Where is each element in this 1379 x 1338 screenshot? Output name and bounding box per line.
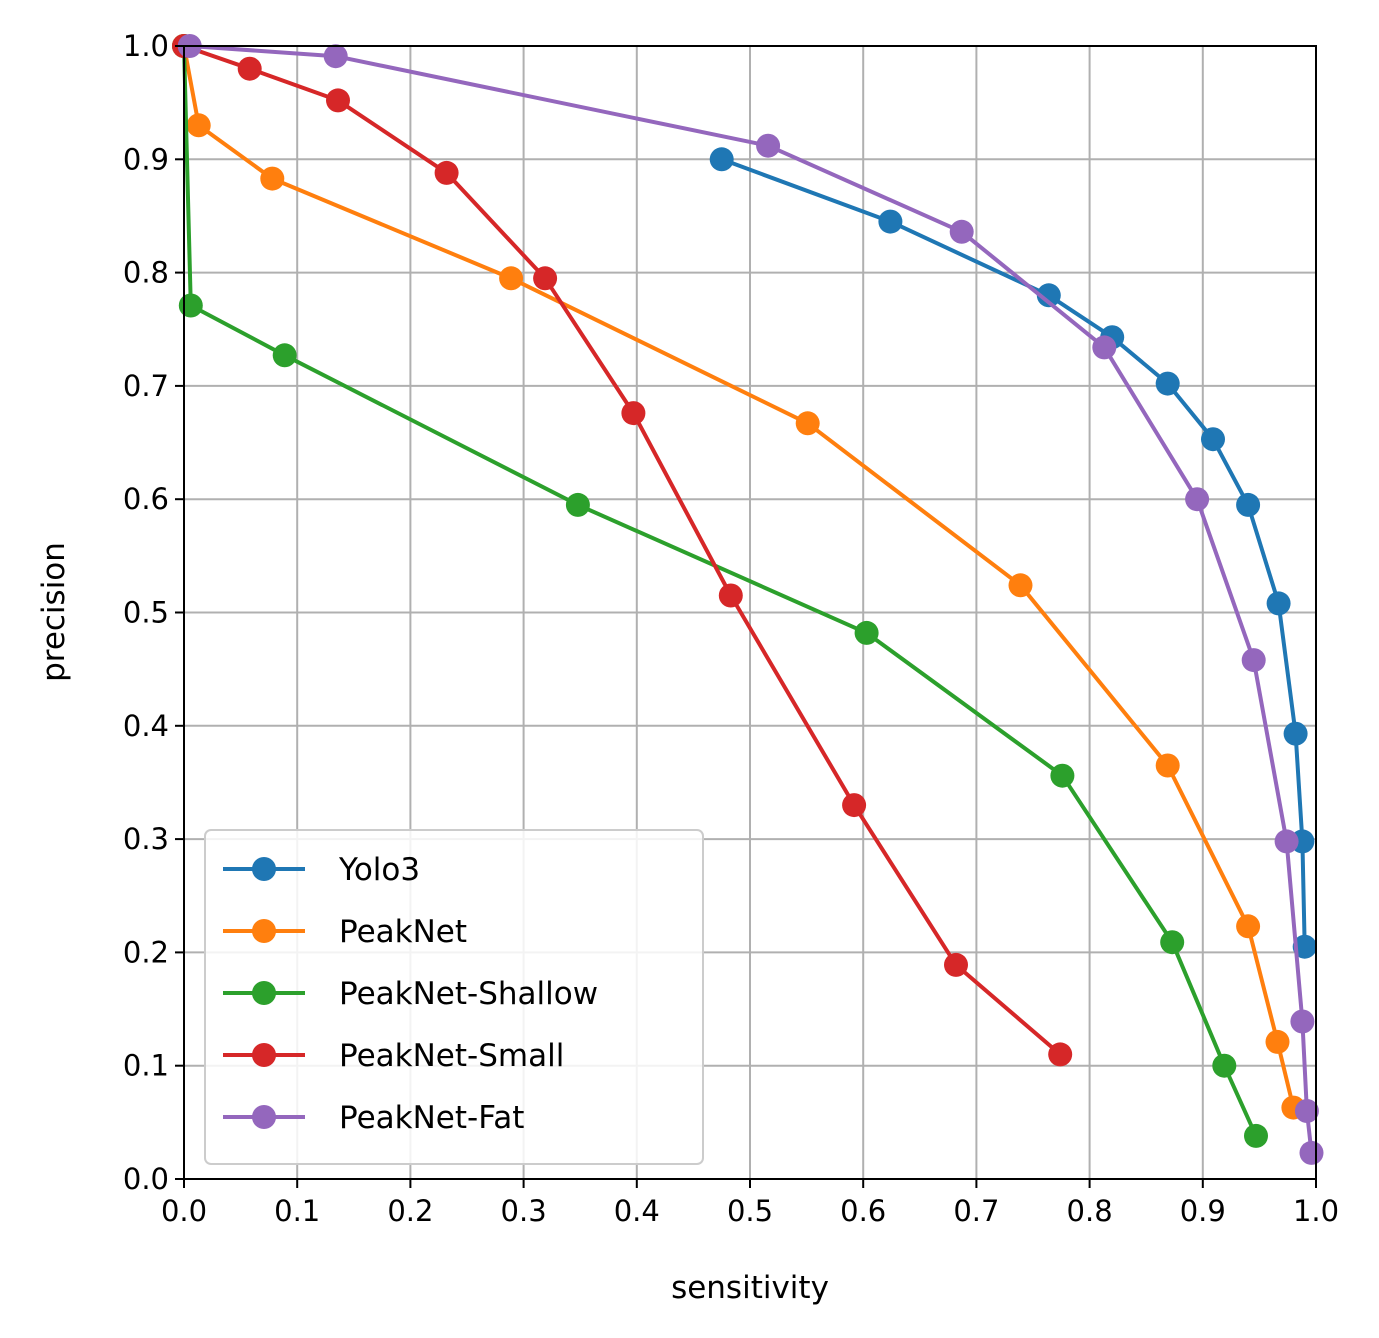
legend-entry-peaknet: PeakNet [223, 914, 467, 950]
data-point-peaknet-fat [1092, 335, 1117, 360]
data-point-peaknet-small [842, 793, 867, 818]
data-point-peaknet-shallow [178, 293, 203, 318]
x-tick-label: 0.4 [614, 1194, 660, 1228]
legend-marker [252, 981, 276, 1005]
data-point-peaknet-small [1048, 1042, 1073, 1067]
data-point-peaknet-fat [1299, 1140, 1324, 1165]
x-tick-label: 0.6 [840, 1194, 886, 1228]
y-tick-label: 0.5 [123, 596, 169, 630]
ticks: 0.0 0.1 0.2 0.3 0.4 0.5 0.6 0.7 0.8 0.9 1.0 0.0 0.1 0… [123, 29, 1339, 1228]
y-tick-label: 0.1 [123, 1049, 169, 1083]
legend-label: PeakNet-Fat [339, 1100, 524, 1136]
x-tick-label: 0.7 [953, 1194, 999, 1228]
legend-marker [252, 1043, 276, 1067]
data-point-peaknet-shallow [854, 620, 879, 645]
legend-entry-peaknet-fat: PeakNet-Fat [223, 1100, 524, 1136]
data-point-peaknet-fat [323, 44, 348, 69]
x-tick-label: 0.9 [1180, 1194, 1226, 1228]
y-tick-label: 0.4 [123, 709, 169, 743]
data-point-yolo3 [1036, 283, 1061, 308]
data-point-peaknet-shallow [272, 343, 297, 368]
data-point-peaknet [795, 411, 820, 436]
data-point-yolo3 [709, 147, 734, 172]
data-point-peaknet-small [434, 160, 459, 185]
data-point-peaknet-shallow [1160, 930, 1185, 955]
series-peaknet-fat [177, 34, 1324, 1165]
legend-label: PeakNet-Small [339, 1038, 564, 1074]
y-tick-label: 0.3 [123, 822, 169, 856]
legend-marker [252, 857, 276, 881]
x-tick-label: 0.2 [387, 1194, 433, 1228]
data-point-peaknet-small [533, 266, 558, 291]
legend-marker [252, 919, 276, 943]
y-tick-label: 0.0 [123, 1162, 169, 1196]
data-point-yolo3 [878, 209, 903, 234]
data-point-peaknet-shallow [1212, 1053, 1237, 1078]
data-point-peaknet [1236, 914, 1261, 939]
data-point-peaknet [499, 266, 524, 291]
data-point-peaknet-fat [949, 219, 974, 244]
series-line-peaknet-small [183, 44, 1062, 1056]
y-tick-label: 1.0 [123, 29, 169, 63]
x-axis-label: sensitivity [671, 1270, 829, 1306]
legend-box [204, 829, 704, 1165]
x-tick-label: 0.5 [727, 1194, 773, 1228]
x-tick-label: 0.0 [161, 1194, 207, 1228]
legend: Yolo3 PeakNet PeakNet-Shallow PeakNet-Small… [204, 829, 704, 1165]
data-point-peaknet-shallow [1050, 763, 1075, 788]
series-yolo3 [709, 147, 1317, 959]
legend-label: PeakNet-Shallow [339, 976, 598, 1012]
data-point-peaknet-small [326, 88, 350, 113]
data-point-peaknet-small [237, 56, 262, 81]
data-point-peaknet-shallow [565, 492, 590, 517]
data-point-yolo3 [1266, 591, 1291, 616]
y-tick-label: 0.8 [123, 256, 169, 290]
y-tick-label: 0.6 [123, 482, 169, 516]
legend-entry-peaknet-small: PeakNet-Small [223, 1038, 564, 1074]
y-tick-label: 0.9 [123, 142, 169, 176]
data-point-yolo3 [1292, 934, 1317, 959]
data-point-yolo3 [1283, 721, 1308, 746]
legend-entry-peaknet-shallow: PeakNet-Shallow [223, 976, 598, 1012]
data-point-peaknet [1155, 753, 1180, 778]
legend-label: Yolo3 [338, 852, 420, 888]
y-axis-label: precision [36, 542, 72, 682]
data-point-peaknet [1265, 1029, 1290, 1054]
data-point-peaknet-small [718, 583, 743, 608]
y-tick-label: 0.2 [123, 935, 169, 969]
legend-marker [252, 1105, 276, 1129]
series-layer [172, 34, 1324, 1165]
y-tick-label: 0.7 [123, 369, 169, 403]
legend-entry-yolo3: Yolo3 [223, 852, 420, 888]
data-point-peaknet-fat [1290, 1009, 1315, 1034]
data-point-peaknet-fat [1185, 487, 1210, 512]
data-point-peaknet-fat [1294, 1099, 1319, 1123]
legend-label: PeakNet [339, 914, 467, 950]
data-point-yolo3 [1201, 427, 1225, 452]
data-point-yolo3 [1236, 492, 1261, 517]
data-point-peaknet-small [944, 952, 968, 977]
data-point-peaknet-fat [1241, 648, 1266, 673]
data-point-peaknet-shallow [1244, 1123, 1268, 1148]
data-point-peaknet [186, 113, 211, 138]
data-point-peaknet-fat [1274, 829, 1299, 854]
series-line-peaknet [182, 45, 1296, 1109]
data-point-peaknet [1008, 573, 1033, 598]
data-point-peaknet-fat [756, 133, 781, 158]
x-tick-label: 0.8 [1067, 1194, 1113, 1228]
data-point-peaknet [260, 166, 285, 191]
data-point-yolo3 [1155, 371, 1180, 396]
x-tick-label: 0.3 [501, 1194, 547, 1228]
x-tick-label: 1.0 [1293, 1194, 1339, 1228]
data-point-peaknet-small [621, 401, 646, 426]
x-tick-label: 0.1 [274, 1194, 320, 1228]
